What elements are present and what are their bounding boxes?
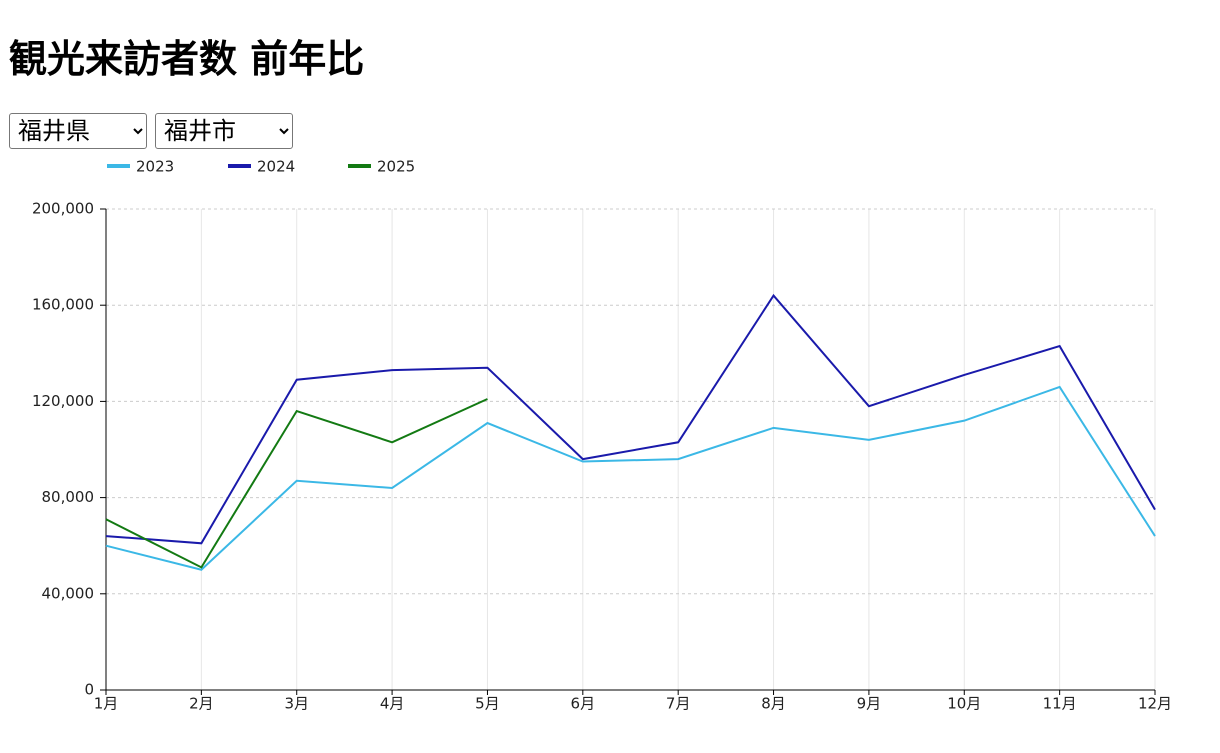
x-tick-label: 9月	[857, 695, 882, 713]
prefecture-select[interactable]: 福井県	[9, 113, 147, 149]
legend-swatch	[228, 164, 251, 168]
y-tick-label: 40,000	[42, 584, 95, 602]
x-tick-label: 3月	[284, 695, 309, 713]
x-tick-label: 5月	[475, 695, 500, 713]
y-tick-label: 0	[84, 681, 94, 699]
x-tick-label: 1月	[94, 695, 119, 713]
y-tick-label: 160,000	[32, 296, 94, 314]
y-tick-label: 80,000	[42, 488, 95, 506]
legend-label: 2025	[377, 158, 415, 176]
x-tick-label: 10月	[947, 695, 981, 713]
series-line	[105, 293, 1156, 545]
legend-label: 2023	[136, 158, 174, 176]
x-tick-label: 6月	[571, 695, 596, 713]
y-tick-label: 200,000	[32, 200, 94, 218]
x-tick-label: 2月	[189, 695, 214, 713]
series-line	[105, 385, 1156, 571]
x-tick-label: 8月	[761, 695, 786, 713]
legend-swatch	[348, 164, 371, 168]
x-tick-label: 12月	[1138, 695, 1172, 713]
city-select[interactable]: 福井市	[155, 113, 293, 149]
page-title: 観光来訪者数 前年比	[9, 37, 365, 81]
x-tick-label: 4月	[380, 695, 405, 713]
x-tick-label: 11月	[1043, 695, 1077, 713]
y-tick-label: 120,000	[32, 392, 94, 410]
legend-swatch	[107, 164, 130, 168]
x-tick-label: 7月	[666, 695, 691, 713]
series-line	[105, 398, 488, 569]
legend-label: 2024	[257, 158, 295, 176]
